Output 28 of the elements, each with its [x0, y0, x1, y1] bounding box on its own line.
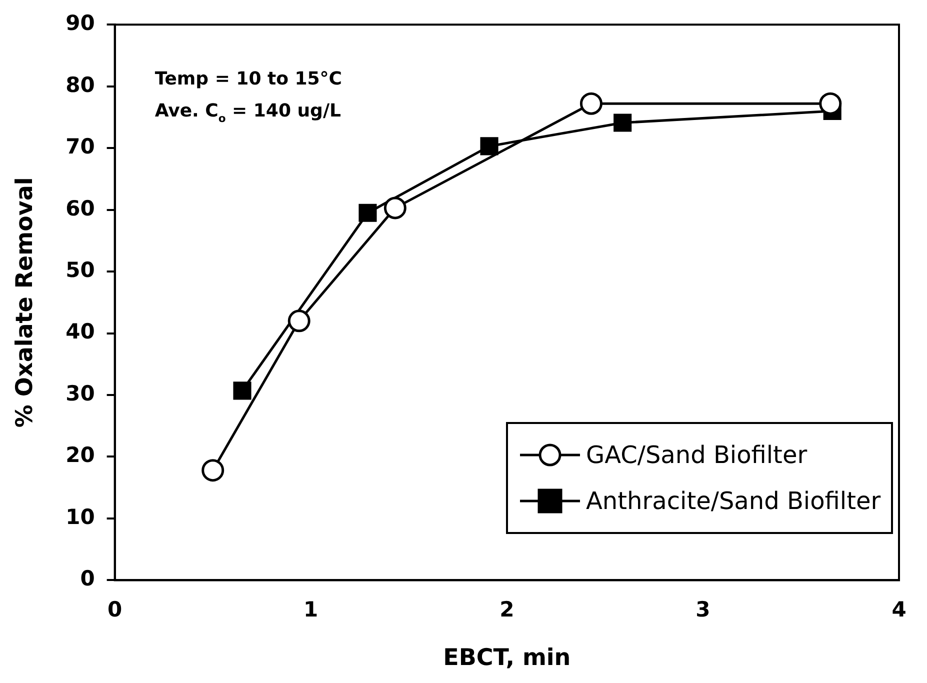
point — [288, 310, 310, 332]
y-tick-label: 80 — [66, 72, 95, 97]
y-tick-label: 90 — [66, 11, 95, 36]
point — [202, 459, 224, 482]
y-tick-label: 60 — [66, 196, 95, 220]
point — [614, 114, 632, 132]
point — [358, 204, 377, 222]
y-tick-label: 10 — [66, 504, 95, 529]
legend-label: Anthracite/Sand Biofilter — [586, 487, 881, 516]
y-axis-title: % Oxalate Removal — [12, 177, 38, 428]
x-tick-label: 3 — [696, 597, 710, 622]
y-tick-label: 20 — [66, 443, 95, 468]
y-tick-label: 50 — [66, 258, 95, 282]
legend-label: GAC/Sand Biofilter — [586, 441, 808, 470]
x-tick-label: 2 — [500, 597, 514, 622]
point — [233, 382, 252, 400]
x-tick-label: 1 — [304, 597, 318, 622]
point — [384, 196, 406, 220]
y-tick-label: 0 — [80, 566, 95, 591]
annotation: Temp = 10 to 15°C — [154, 68, 342, 90]
point — [580, 92, 602, 115]
point — [480, 137, 498, 156]
y-tick-label: 30 — [66, 381, 95, 406]
x-axis-title: EBCT, min — [443, 645, 571, 672]
y-tick-label: 40 — [66, 320, 95, 344]
x-tick-label: 0 — [108, 597, 122, 622]
y-tick-label: 70 — [66, 134, 95, 159]
x-tick-label: 4 — [892, 597, 906, 622]
